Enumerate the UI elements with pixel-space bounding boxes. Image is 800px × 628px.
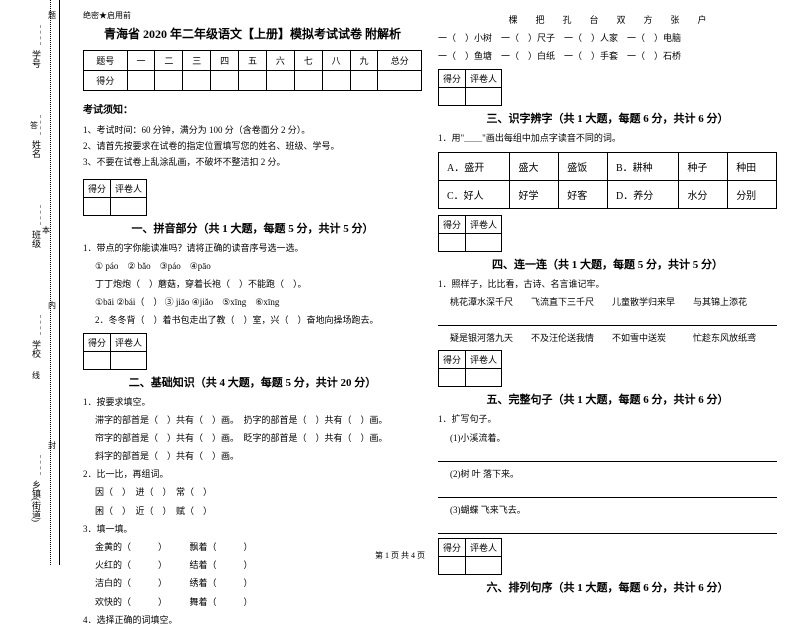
q5-item: (3)蝴蝶 飞来飞去。	[438, 502, 777, 518]
section-6-title: 六、排列句序（共 1 大题，每题 6 分，共计 6 分）	[438, 579, 777, 595]
left-column: 绝密★启用前 青海省 2020 年二年级语文【上册】模拟考试试卷 附解析 题号一…	[75, 10, 430, 555]
margin-label: 乡镇(街道)	[30, 480, 43, 522]
measure-words: 棵 把 孔 台 双 方 张 户一（ ）小树 一（ ）尺子 一（ ）人家 一（ ）…	[438, 12, 777, 65]
grader-box-4: 得分评卷人	[438, 215, 502, 252]
blank-line	[438, 486, 777, 498]
q5-item: (2)树 叶 落下来。	[438, 466, 777, 482]
secret-label: 绝密★启用前	[83, 10, 422, 21]
section-4-title: 四、连一连（共 1 大题，每题 5 分，共计 5 分）	[438, 256, 777, 272]
char-table: A．盛开盛大盛饭B．耕种种子种田C．好人好学好客D．养分水分分别	[438, 152, 777, 209]
content-area: 绝密★启用前 青海省 2020 年二年级语文【上册】模拟考试试卷 附解析 题号一…	[60, 0, 800, 565]
margin-label: 姓名	[30, 140, 43, 158]
q1-l3: ①bāi ②bái（ ） ③ jiāo ④jiǎo ⑤xīng ⑥xīng	[83, 294, 422, 310]
q2-1: 1．按要求填空。	[83, 394, 422, 410]
poem-line: 桃花潭水深千尺 飞流直下三千尺 儿童散学归来早 与其锦上添花	[438, 294, 777, 310]
notice-item: 2、请首先按要求在试卷的指定位置填写您的姓名、班级、学号。	[83, 138, 422, 154]
q5: 1．扩写句子。	[438, 411, 777, 427]
q2-3: 3．填一填。	[83, 521, 422, 537]
section-5-title: 五、完整句子（共 1 大题，每题 6 分，共计 6 分）	[438, 391, 777, 407]
section-3-title: 三、识字辨字（共 1 大题，每题 6 分，共计 6 分）	[438, 110, 777, 126]
margin-label: 学号	[30, 50, 43, 68]
grader-box-3: 得分评卷人	[438, 69, 502, 106]
radical-rows: 滞字的部首是（ ）共有（ ）画。 扔字的部首是（ ）共有（ ）画。帘字的部首是（…	[83, 412, 422, 465]
grader-box: 得分评卷人	[83, 179, 147, 216]
q5-item: (1)小溪流着。	[438, 430, 777, 446]
q1: 1．带点的字你能读准吗？请将正确的读音序号选一选。	[83, 240, 422, 256]
q4: 1．照样子，比比看，古诗、名言谁记牢。	[438, 276, 777, 292]
q2-4: 4．选择正确的词填空。	[83, 612, 422, 628]
grader-box-5: 得分评卷人	[438, 350, 502, 387]
section-1-title: 一、拼音部分（共 1 大题，每题 5 分，共计 5 分）	[83, 220, 422, 236]
section-2-title: 二、基础知识（共 4 大题，每题 5 分，共计 20 分）	[83, 374, 422, 390]
word-pairs: 因（ ） 进（ ） 常（ ）困（ ） 近（ ） 赋（ ）	[83, 484, 422, 518]
notice-item: 1、考试时间：60 分钟，满分为 100 分（含卷面分 2 分）。	[83, 122, 422, 138]
fold-line	[50, 0, 51, 565]
grader-box-2: 得分评卷人	[83, 333, 147, 370]
exam-title: 青海省 2020 年二年级语文【上册】模拟考试试卷 附解析	[83, 25, 422, 42]
fold-char: 内	[48, 300, 56, 311]
notice-title: 考试须知：	[83, 101, 422, 116]
score-label: 得分	[84, 71, 128, 91]
q2-2: 2．比一比，再组词。	[83, 466, 422, 482]
page-footer: 第 1 页 共 4 页	[0, 550, 800, 561]
blank-line	[438, 450, 777, 462]
exam-page: 学号姓名班级学校乡镇(街道)题答本内线封 绝密★启用前 青海省 2020 年二年…	[0, 0, 800, 565]
fold-char: 线	[32, 370, 40, 381]
blank-line	[438, 314, 777, 326]
fold-char: 本	[42, 225, 50, 236]
q1-l2: 丁丁炮炮（ ）蘑菇，穿着长袍（ ）不能跑（ ）。	[83, 276, 422, 292]
margin-label: 学校	[30, 340, 43, 358]
poem-line: 疑是银河落九天 不及汪伦送我情 不如雪中送炭 忙趁东风放纸鸢	[438, 330, 777, 346]
fold-char: 封	[48, 440, 56, 451]
q1-l1: ① páo ② bǎo ③páo ④pāo	[83, 258, 422, 274]
score-table: 题号一二三四五六七八九总分 得分	[83, 50, 422, 91]
right-column: 棵 把 孔 台 双 方 张 户一（ ）小树 一（ ）尺子 一（ ）人家 一（ ）…	[430, 10, 785, 555]
fold-char: 答	[30, 120, 38, 131]
notice-item: 3、不要在试卷上乱涂乱画，不破坏不整洁扣 2 分。	[83, 154, 422, 170]
q3: 1．用"＿＿"画出每组中加点字读音不同的词。	[438, 130, 777, 146]
notice-list: 1、考试时间：60 分钟，满分为 100 分（含卷面分 2 分）。 2、请首先按…	[83, 122, 422, 171]
binding-margin: 学号姓名班级学校乡镇(街道)题答本内线封	[0, 0, 60, 565]
blank-line	[438, 522, 777, 534]
q1-l4: 2．冬冬背（ ）着书包走出了教（ ）室，兴（ ）奋地向操场跑去。	[83, 312, 422, 328]
fold-char: 题	[48, 10, 56, 21]
